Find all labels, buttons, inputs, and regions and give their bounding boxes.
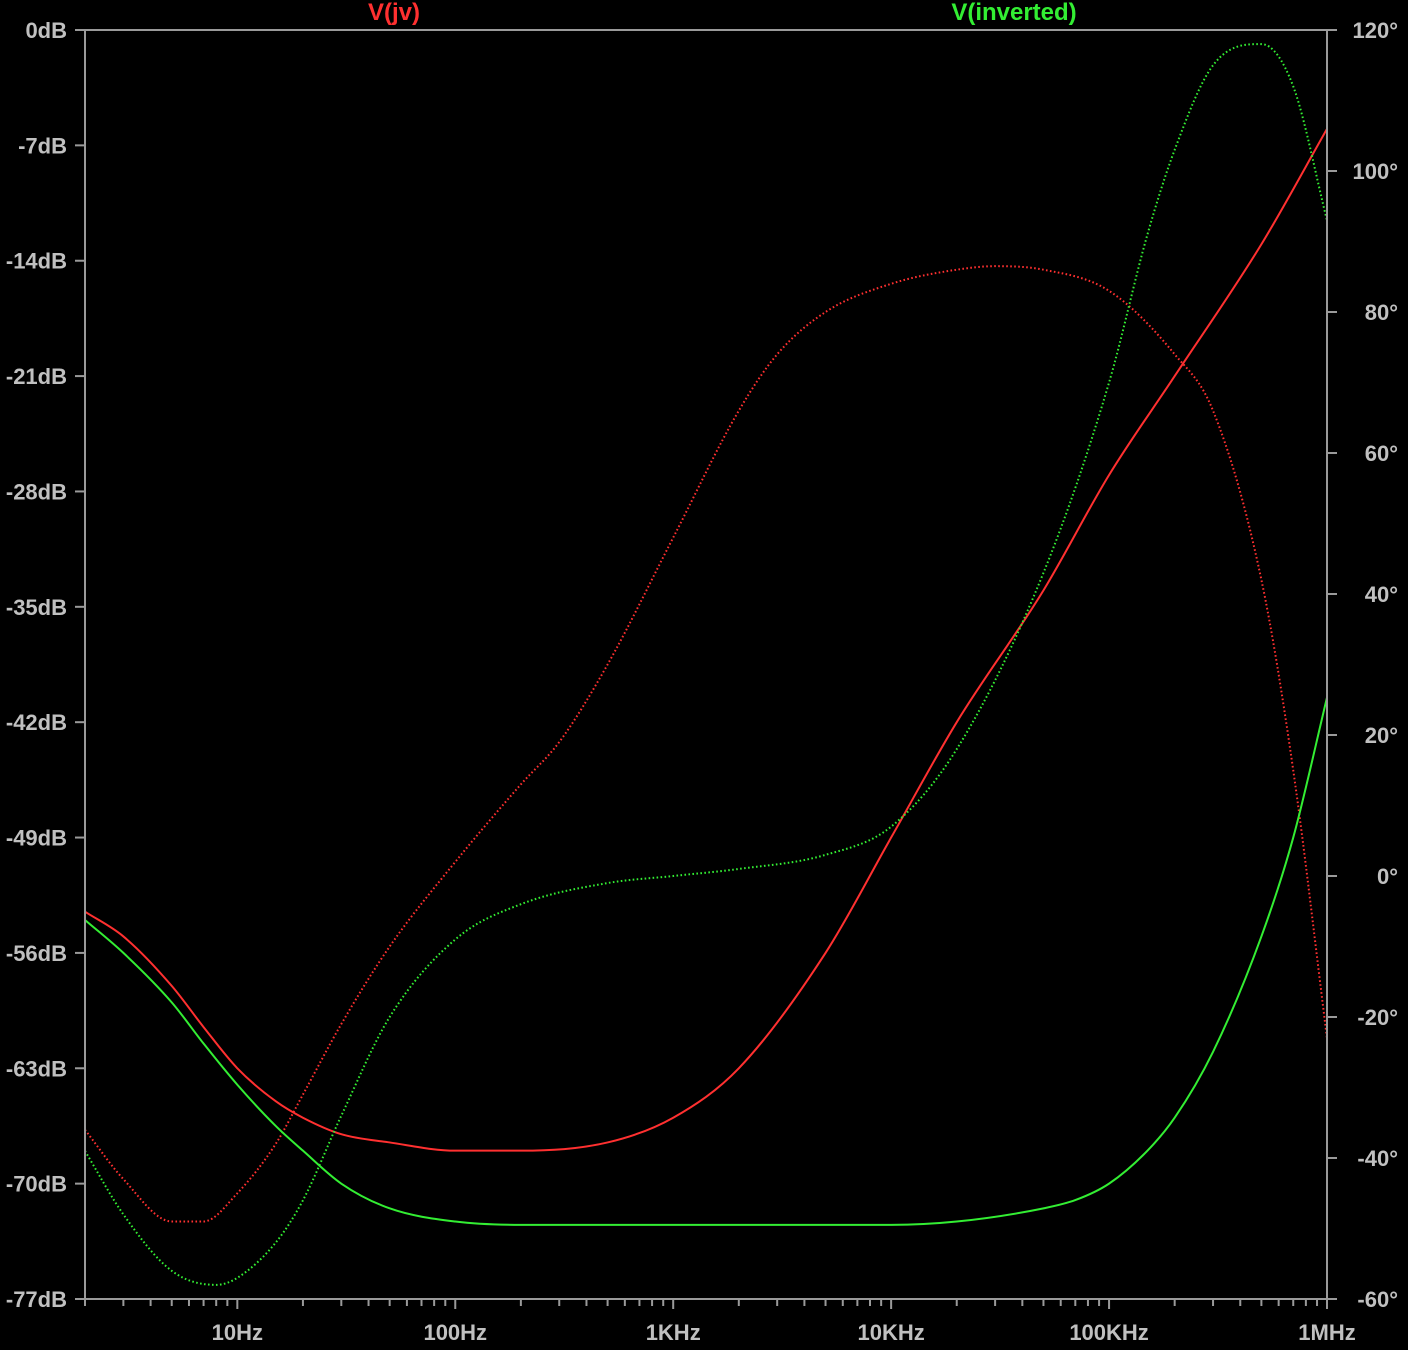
x-tick-label: 100KHz: [1069, 1320, 1148, 1345]
x-tick-label: 1KHz: [646, 1320, 701, 1345]
y-right-tick-label: 120°: [1352, 18, 1398, 43]
y-left-tick-label: -49dB: [6, 826, 67, 851]
series-line-v-inverted: [84, 697, 1328, 1226]
y-right-tick-label: 40°: [1365, 582, 1398, 607]
y-left-tick-label: -42dB: [6, 710, 67, 735]
x-tick-label: 100Hz: [423, 1320, 487, 1345]
tick-group: [75, 29, 1337, 1309]
y-left-tick-label: -28dB: [6, 479, 67, 504]
y-left-tick-label: -14dB: [6, 249, 67, 274]
x-tick-label: 10Hz: [212, 1320, 263, 1345]
y-right-tick-label: 60°: [1365, 441, 1398, 466]
plot-frame: [84, 29, 1328, 1300]
y-right-tick-label: -60°: [1357, 1287, 1398, 1312]
x-tick-label: 10KHz: [858, 1320, 925, 1345]
y-left-tick-label: -7dB: [18, 133, 67, 158]
series-line-v-inverted-phase: [84, 43, 1328, 1286]
y-right-tick-label: 80°: [1365, 300, 1398, 325]
y-left-tick-label: -70dB: [6, 1172, 67, 1197]
tick-label-group: 10Hz 100Hz 1KHz 10KHz 100KHz 1MHz 0dB -7dB -14dB…: [6, 18, 1398, 1345]
y-right-tick-label: 0°: [1377, 864, 1398, 889]
y-right-tick-label: 100°: [1352, 159, 1398, 184]
y-left-tick-label: -56dB: [6, 941, 67, 966]
y-left-tick-label: -35dB: [6, 595, 67, 620]
y-right-tick-label: -20°: [1357, 1005, 1398, 1030]
x-tick-label: 1MHz: [1298, 1320, 1355, 1345]
y-right-tick-label: 20°: [1365, 723, 1398, 748]
legend-label-v-inverted: V(inverted): [951, 0, 1076, 26]
y-left-tick-label: -77dB: [6, 1287, 67, 1312]
y-right-tick-label: -40°: [1357, 1146, 1398, 1171]
y-left-tick-label: 0dB: [25, 18, 67, 43]
y-left-tick-label: -21dB: [6, 364, 67, 389]
series-line-v-jv: [84, 128, 1328, 1152]
series-group: [84, 43, 1328, 1286]
legend-label-v-jv: V(jv): [368, 0, 420, 26]
y-left-tick-label: -63dB: [6, 1056, 67, 1081]
